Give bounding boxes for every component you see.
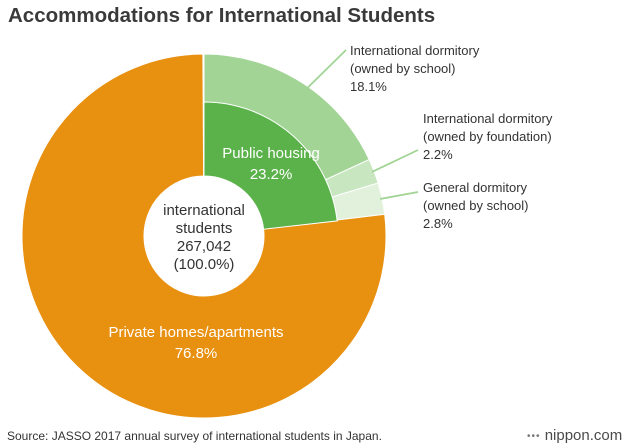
chart-title: Accommodations for International Student… bbox=[8, 4, 436, 27]
leader-line-1 bbox=[371, 149, 419, 173]
logo-mark: ••• bbox=[527, 431, 541, 442]
outside-label-0: International dormitory (owned by school)… bbox=[350, 43, 480, 94]
leader-line-2 bbox=[379, 191, 419, 200]
source-note: Source: JASSO 2017 annual survey of inte… bbox=[7, 429, 382, 443]
donut-hole bbox=[144, 176, 264, 296]
logo-text: nippon.com bbox=[544, 427, 623, 444]
label-public-housing: Public housing 23.2% bbox=[222, 145, 320, 183]
outside-label-2: General dormitory (owned by school) 2.8% bbox=[423, 180, 529, 231]
label-private-homes: Private homes/apartments 76.8% bbox=[108, 324, 283, 362]
leader-line-0 bbox=[296, 49, 347, 100]
outside-label-1: International dormitory (owned by foundat… bbox=[423, 111, 553, 162]
center-label: international students 267,042 (100.0%) bbox=[163, 202, 245, 273]
nippon-logo: ••• nippon.com bbox=[527, 427, 622, 444]
